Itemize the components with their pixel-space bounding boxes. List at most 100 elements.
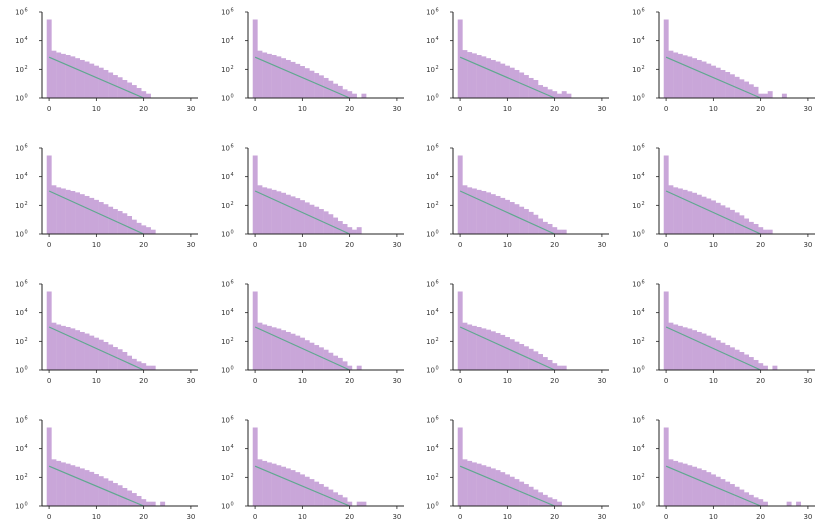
x-tick-label: 20 (139, 241, 148, 249)
histogram-bar (103, 478, 109, 506)
histogram-bar (767, 229, 773, 234)
histogram-bar (131, 85, 137, 98)
y-tick-label: 10 (632, 474, 641, 482)
histogram-bar (333, 492, 339, 506)
y-tick-exponent: 6 (25, 416, 28, 422)
y-tick-exponent: 6 (25, 280, 28, 286)
y-tick-label: 10 (426, 474, 435, 482)
y-tick-exponent: 2 (642, 201, 645, 207)
histogram-bar (300, 474, 305, 506)
histogram-bar (720, 69, 726, 98)
y-tick-exponent: 6 (642, 416, 645, 422)
fit-line (254, 465, 350, 507)
histogram-bar (538, 218, 544, 234)
fit-line (254, 326, 350, 371)
y-tick-label: 10 (632, 503, 641, 511)
y-tick-exponent: 6 (642, 8, 645, 14)
histogram-bar (352, 93, 357, 98)
histogram-bar (46, 291, 52, 370)
histogram-bar (729, 347, 735, 370)
x-tick-label: 30 (803, 513, 812, 521)
histogram-bar (720, 205, 726, 234)
histogram-bar (505, 474, 510, 506)
histogram-bar (103, 204, 109, 234)
histogram-bar (337, 221, 343, 234)
y-tick-exponent: 4 (642, 36, 645, 42)
y-tick-exponent: 0 (436, 502, 439, 508)
histogram-bar (557, 229, 562, 234)
histogram-bar (471, 325, 477, 370)
histogram-bar (701, 470, 707, 506)
x-tick-label: 30 (392, 513, 401, 521)
y-tick-exponent: 4 (231, 308, 234, 314)
histogram-bar (141, 499, 147, 506)
histogram-bar (262, 324, 268, 370)
histogram-bar (290, 61, 296, 98)
x-tick-label: 20 (550, 513, 559, 521)
y-tick-label: 10 (15, 474, 24, 482)
y-tick-exponent: 0 (642, 94, 645, 100)
histogram-bar (753, 497, 759, 506)
histogram-bar (304, 202, 310, 234)
histogram-bar (557, 365, 562, 370)
y-tick-label: 10 (221, 417, 230, 425)
histogram-bar (46, 19, 52, 99)
histogram-bar (65, 189, 71, 234)
histogram-bar (84, 61, 90, 98)
histogram-bar (552, 499, 558, 506)
y-tick-exponent: 4 (436, 36, 439, 42)
histogram-bar (739, 79, 745, 98)
x-tick-label: 20 (345, 513, 354, 521)
histogram-bar (342, 497, 348, 506)
histogram-bar (509, 476, 515, 506)
fit-line (48, 56, 144, 99)
histogram-bar (51, 50, 57, 98)
histogram-bar (89, 471, 95, 506)
histogram-bar (136, 361, 142, 370)
histogram-bar (767, 91, 773, 98)
y-tick-label: 10 (221, 231, 230, 239)
x-tick-label: 10 (298, 241, 307, 249)
histogram-bar (682, 327, 688, 370)
y-tick-exponent: 2 (436, 473, 439, 479)
y-tick-label: 10 (15, 231, 24, 239)
histogram-bar (490, 468, 496, 506)
y-tick-label: 10 (426, 202, 435, 210)
histogram-bar (715, 67, 721, 98)
histogram-bar (262, 460, 268, 506)
histogram-bar (692, 330, 698, 370)
histogram-bar (318, 347, 324, 370)
histogram-bar (772, 365, 778, 370)
y-tick-exponent: 4 (436, 172, 439, 178)
x-tick-label: 20 (756, 377, 765, 385)
histogram-bar (533, 351, 539, 370)
x-tick-label: 20 (139, 513, 148, 521)
histogram-bar (523, 75, 529, 98)
y-tick-exponent: 2 (231, 65, 234, 71)
histogram-bar (89, 197, 95, 234)
histogram-bar (46, 155, 52, 234)
y-tick-label: 10 (632, 445, 641, 453)
fit-line (48, 326, 144, 371)
histogram-bar (356, 501, 362, 506)
histogram-bar (51, 322, 57, 370)
histogram-bar (692, 58, 698, 98)
y-tick-label: 10 (15, 309, 24, 317)
y-tick-exponent: 2 (25, 65, 28, 71)
histogram-bar (281, 58, 287, 98)
histogram-bar (122, 488, 128, 506)
histogram-bar (725, 207, 731, 234)
histogram-bar (150, 501, 156, 506)
fit-line (48, 190, 144, 235)
y-tick-exponent: 4 (642, 172, 645, 178)
histogram-bar (457, 291, 463, 370)
histogram-bar (542, 221, 548, 234)
histogram-bar (467, 187, 473, 234)
x-tick-label: 0 (47, 105, 51, 113)
y-tick-exponent: 2 (436, 65, 439, 71)
y-tick-label: 10 (426, 231, 435, 239)
y-tick-label: 10 (15, 145, 24, 153)
histogram-bar (333, 83, 339, 98)
